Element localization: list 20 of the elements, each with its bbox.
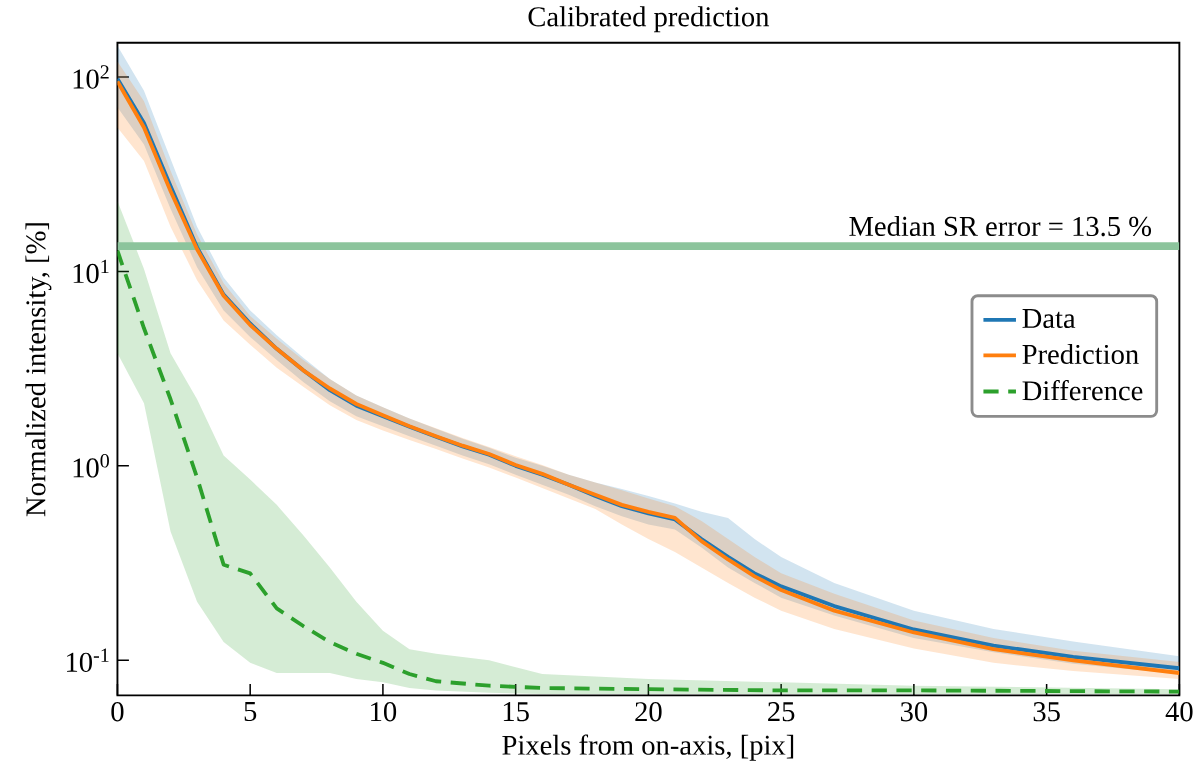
x-tick-label: 15 (503, 702, 529, 722)
y-axis-title: Normalized intensity, [%] (25, 223, 52, 517)
x-tick-label: 35 (1033, 702, 1060, 722)
legend-label: Data (1022, 309, 1076, 329)
x-tick-label: 20 (635, 702, 662, 722)
x-axis-title: Pixels from on-axis, [pix] (502, 734, 794, 761)
legend-label: Difference (1022, 379, 1143, 401)
y-tick-label: 10$^{1}$ (73, 259, 109, 284)
y-tick-label: 10$^{0}$ (73, 454, 109, 478)
y-tick-label: 10$^{-1}$ (67, 648, 109, 672)
x-tick-label: 40 (1165, 702, 1193, 722)
x-tick-label: 0 (111, 702, 124, 722)
x-tick-label: 25 (768, 702, 795, 722)
chart-title: Calibrated prediction (528, 6, 770, 33)
ref-line-label: Median SR error = 13.5 % (849, 215, 1152, 237)
x-tick-label: 5 (244, 702, 257, 722)
x-tick-label: 30 (900, 702, 928, 722)
x-tick-label: 10 (371, 702, 397, 722)
y-tick-label: 10$^{2}$ (73, 65, 109, 89)
legend-label: Prediction (1022, 343, 1139, 365)
